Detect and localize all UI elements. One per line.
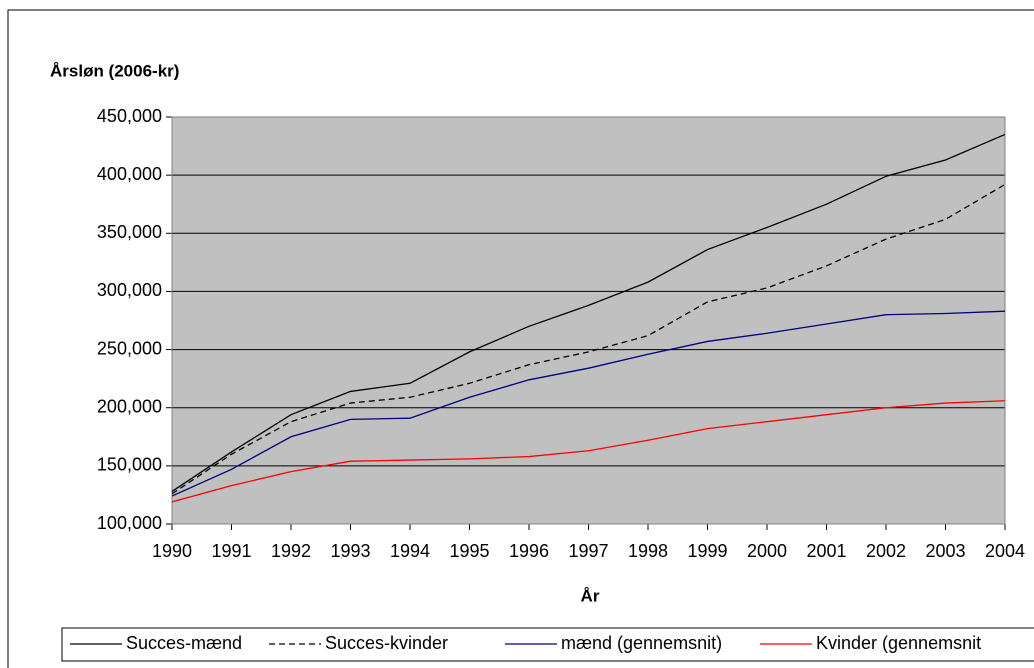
x-tick-label: 2002	[866, 541, 906, 561]
plot-border	[171, 116, 1006, 525]
x-tick-label: 2001	[806, 541, 846, 561]
y-tick-label: 400,000	[97, 164, 162, 184]
plot-area	[172, 117, 1005, 524]
y-tick-label: 150,000	[97, 455, 162, 475]
legend-label: Succes-kvinder	[325, 633, 448, 653]
x-tick-label: 2003	[925, 541, 965, 561]
y-axis-label: Årsløn (2006-kr)	[50, 61, 179, 80]
x-tick-label: 1992	[271, 541, 311, 561]
x-tick-label: 2000	[747, 541, 787, 561]
x-tick-label: 1995	[449, 541, 489, 561]
legend-label: Succes-mænd	[126, 633, 242, 653]
x-tick-label: 2004	[985, 541, 1025, 561]
y-tick-label: 450,000	[97, 106, 162, 126]
data-line	[171, 400, 1006, 503]
x-tick-label: 1994	[390, 541, 430, 561]
y-tick-label: 100,000	[97, 513, 162, 533]
legend-label: mænd (gennemsnit)	[561, 633, 722, 653]
x-tick-label: 1998	[628, 541, 668, 561]
x-tick-label: 1996	[509, 541, 549, 561]
x-tick-label: 1997	[568, 541, 608, 561]
x-tick-label: 1990	[152, 541, 192, 561]
data-line	[171, 310, 1006, 497]
y-tick-label: 250,000	[97, 338, 162, 358]
y-tick-label: 300,000	[97, 280, 162, 300]
y-tick-label: 200,000	[97, 396, 162, 416]
data-line	[171, 133, 1006, 492]
x-tick-label: 1991	[211, 541, 251, 561]
data-line	[171, 183, 1006, 495]
legend-label: Kvinder (gennemsnit	[816, 633, 981, 653]
x-tick-label: 1993	[330, 541, 370, 561]
y-tick-label: 350,000	[97, 222, 162, 242]
x-tick-label: 1999	[687, 541, 727, 561]
x-axis-label: År	[581, 586, 600, 605]
